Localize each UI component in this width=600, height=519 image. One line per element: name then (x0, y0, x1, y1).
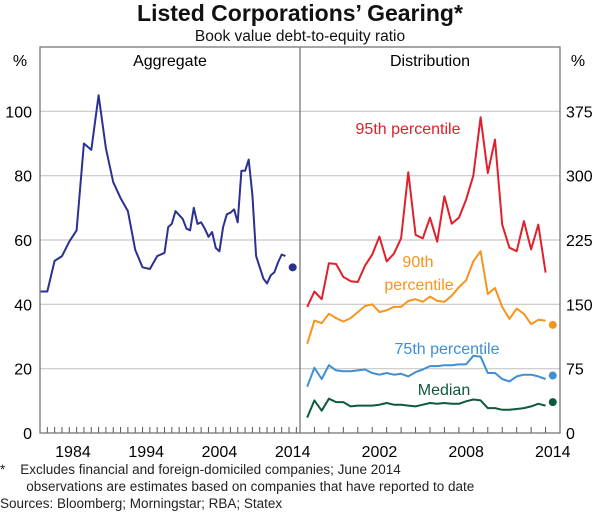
y-tick-label: 75 (566, 362, 584, 379)
left-y-unit: % (13, 53, 27, 70)
series-line (306, 250, 546, 345)
sources: Sources: Bloomberg; Morningstar; RBA; St… (0, 496, 283, 511)
y-tick-label: 40 (14, 297, 32, 314)
footnote-line-1: * Excludes financial and foreign-domicil… (0, 462, 401, 477)
y-tick-label: 0 (566, 426, 575, 443)
label-median: Median (418, 382, 470, 399)
series-lines (40, 94, 557, 418)
right-y-unit: % (571, 53, 585, 70)
x-tick-label: 1994 (128, 444, 164, 461)
x-tick-label: 2014 (275, 444, 311, 461)
series-line (306, 116, 547, 308)
label-90th-2: percentile (384, 277, 453, 294)
series-line (40, 94, 286, 293)
x-tick-label: 2008 (448, 444, 484, 461)
x-tick-label: 2002 (362, 444, 398, 461)
chart-title: Listed Corporations’ Gearing* (137, 0, 463, 26)
series-line (306, 354, 546, 388)
estimate-dot (548, 320, 557, 329)
footnote-line-2: observations are estimates based on comp… (0, 479, 475, 494)
y-tick-label: 80 (14, 169, 32, 186)
estimate-dot (288, 263, 297, 272)
y-tick-label: 150 (566, 297, 593, 314)
estimate-dot (548, 398, 557, 407)
panel-title-aggregate: Aggregate (133, 53, 207, 70)
y-tick-label: 375 (566, 104, 593, 121)
panel-title-distribution: Distribution (390, 53, 470, 70)
estimate-dot (548, 371, 557, 380)
y-tick-label: 300 (566, 169, 593, 186)
gridlines (40, 110, 560, 370)
label-75th: 75th percentile (395, 341, 500, 358)
y-tick-label: 20 (14, 362, 32, 379)
y-tick-label: 0 (23, 426, 32, 443)
x-tick-label: 1984 (55, 444, 91, 461)
x-tick-label: 2004 (202, 444, 238, 461)
x-tick-label: 2014 (535, 444, 571, 461)
y-tick-label: 100 (5, 104, 32, 121)
y-tick-label: 60 (14, 233, 32, 250)
label-95th: 95th percentile (356, 121, 461, 138)
chart-subtitle: Book value debt-to-equity ratio (195, 28, 405, 45)
y-tick-label: 225 (566, 233, 593, 250)
series-line (306, 397, 546, 418)
label-90th-1: 90th (402, 254, 433, 271)
